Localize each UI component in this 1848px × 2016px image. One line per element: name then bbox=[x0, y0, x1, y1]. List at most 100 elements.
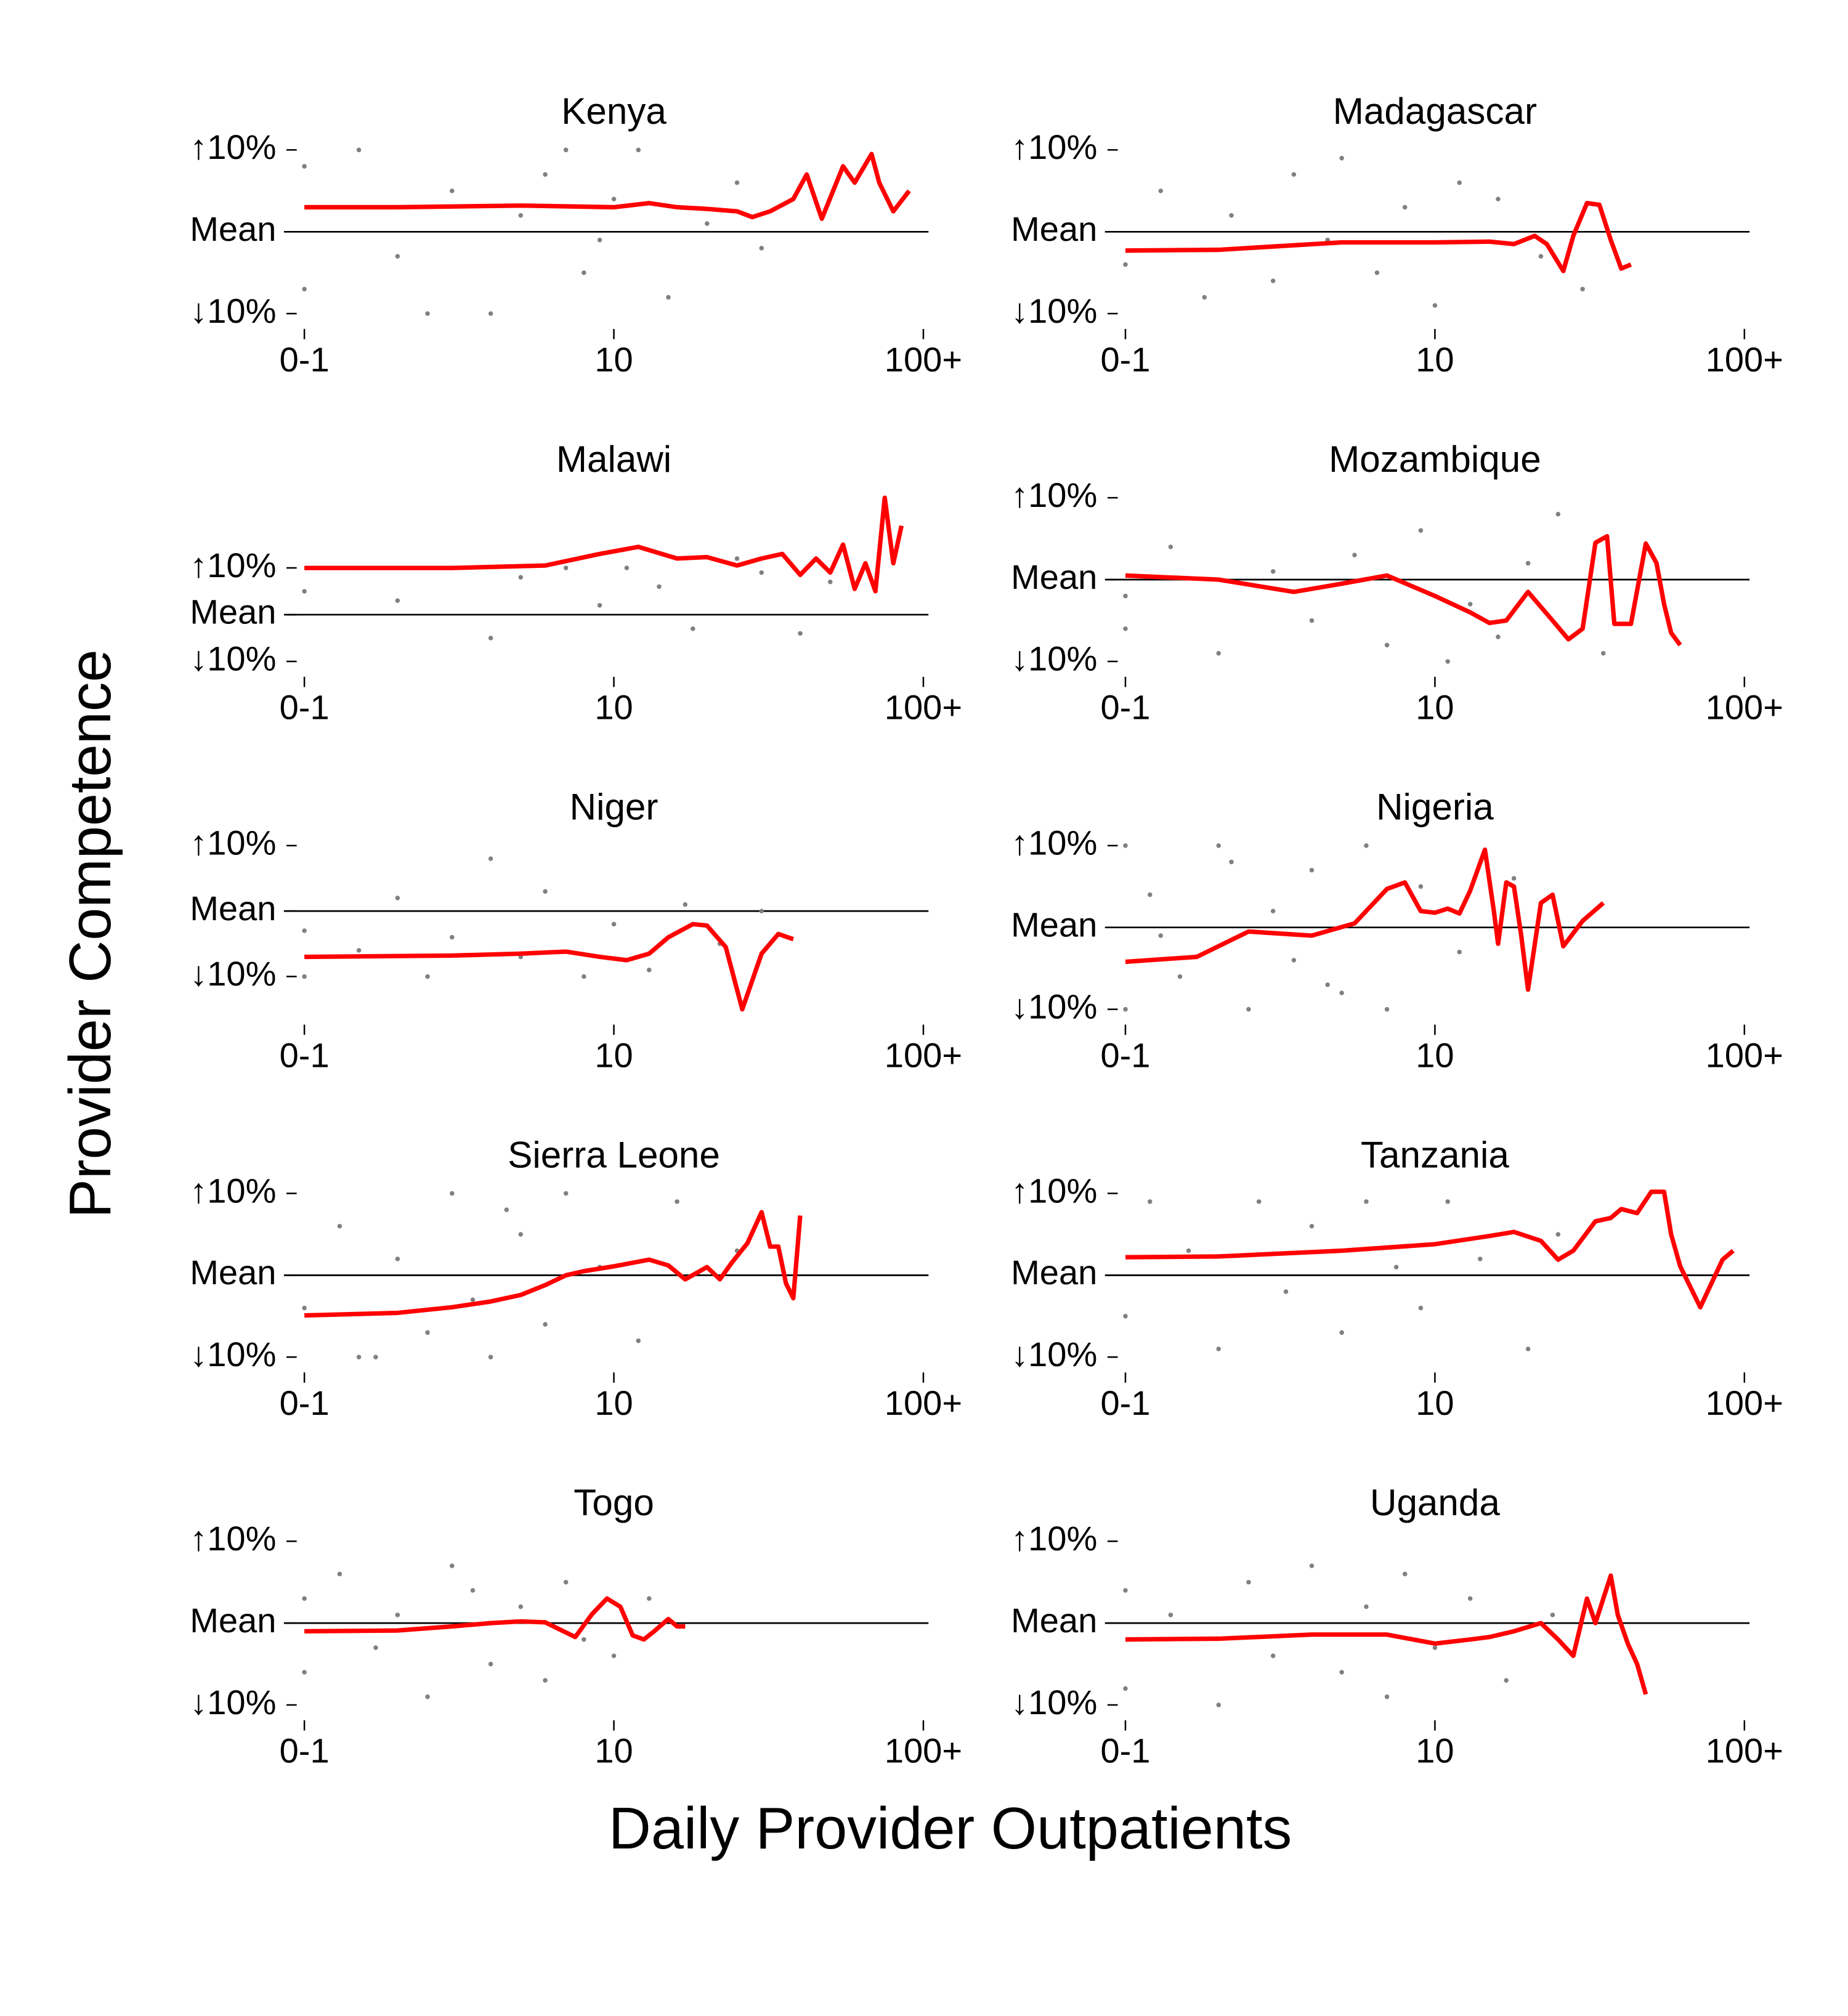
x-tick-label: 10 bbox=[594, 1035, 633, 1074]
data-point bbox=[1364, 1604, 1369, 1609]
data-point bbox=[1229, 859, 1234, 865]
y-tick-label: ↑10% bbox=[1011, 824, 1097, 862]
x-tick-label: 10 bbox=[594, 340, 633, 379]
data-point bbox=[582, 1637, 586, 1642]
trend-line bbox=[1125, 1189, 1735, 1310]
data-point bbox=[450, 188, 455, 193]
data-point bbox=[543, 889, 548, 894]
data-point bbox=[1339, 155, 1344, 161]
data-point bbox=[395, 1613, 400, 1617]
data-point bbox=[1283, 1289, 1289, 1294]
data-point bbox=[1123, 1686, 1128, 1691]
data-point bbox=[734, 556, 740, 561]
data-point bbox=[1445, 1199, 1450, 1204]
data-point bbox=[1418, 884, 1424, 889]
y-tick-label: ↑10% bbox=[1011, 1519, 1097, 1558]
data-point bbox=[1445, 659, 1450, 664]
x-tick-label: 0-1 bbox=[280, 340, 330, 379]
data-point bbox=[518, 213, 524, 218]
y-tick-label: ↓10% bbox=[190, 1683, 276, 1722]
data-point bbox=[1309, 867, 1315, 873]
data-point bbox=[1402, 204, 1408, 210]
data-point bbox=[1216, 843, 1221, 848]
data-point bbox=[1339, 990, 1344, 995]
y-tick-label: ↓10% bbox=[1011, 987, 1097, 1026]
panel-title: Kenya bbox=[561, 91, 667, 132]
data-point bbox=[611, 196, 617, 201]
panel-title: Madagascar bbox=[1333, 91, 1537, 132]
data-point bbox=[1309, 1223, 1315, 1229]
data-point bbox=[597, 237, 602, 243]
data-point bbox=[657, 584, 662, 589]
data-point bbox=[1550, 1613, 1555, 1617]
panel-title: Malawi bbox=[556, 439, 671, 480]
y-tick-label: ↓10% bbox=[1011, 639, 1097, 678]
data-point bbox=[1384, 642, 1390, 648]
x-tick-label: 0-1 bbox=[280, 1383, 330, 1422]
data-point bbox=[1123, 843, 1128, 848]
y-axis-title: Provider Competence bbox=[58, 649, 123, 1218]
data-point bbox=[450, 1563, 455, 1568]
x-tick-label: 10 bbox=[594, 1383, 633, 1422]
data-point bbox=[337, 1223, 342, 1229]
data-point bbox=[1270, 569, 1276, 574]
data-point bbox=[1504, 1678, 1509, 1683]
panel-title: Uganda bbox=[1370, 1482, 1500, 1523]
data-point bbox=[302, 286, 307, 292]
data-point bbox=[1246, 1006, 1251, 1012]
data-point bbox=[373, 1645, 378, 1650]
data-point bbox=[582, 270, 586, 275]
y-tick-label: ↑10% bbox=[190, 546, 276, 585]
y-tick-label: ↑10% bbox=[1011, 1171, 1097, 1210]
data-point bbox=[1384, 1694, 1390, 1699]
y-tick-label: ↑10% bbox=[190, 824, 276, 862]
data-point bbox=[450, 1191, 455, 1196]
data-point bbox=[1158, 933, 1163, 938]
y-tick-label: Mean bbox=[1011, 1601, 1097, 1640]
data-point bbox=[1478, 1257, 1483, 1261]
data-point bbox=[647, 1596, 652, 1601]
data-point bbox=[1291, 172, 1297, 177]
data-point bbox=[666, 294, 671, 300]
data-point bbox=[1309, 1563, 1315, 1568]
data-point bbox=[1291, 958, 1297, 963]
data-point bbox=[1393, 1265, 1399, 1269]
data-point bbox=[302, 928, 307, 933]
data-point bbox=[1158, 188, 1163, 193]
x-tick-label: 10 bbox=[1416, 1035, 1454, 1074]
panel-title: Niger bbox=[570, 787, 659, 828]
data-point bbox=[425, 311, 430, 316]
y-tick-label: Mean bbox=[190, 209, 276, 248]
data-point bbox=[302, 589, 307, 594]
panel-title: Tanzania bbox=[1361, 1134, 1509, 1175]
data-point bbox=[683, 902, 688, 907]
y-tick-label: Mean bbox=[190, 889, 276, 928]
data-point bbox=[1216, 650, 1221, 656]
data-point bbox=[450, 934, 455, 940]
data-point bbox=[488, 311, 493, 316]
data-point bbox=[1339, 1670, 1344, 1675]
x-tick-label: 100+ bbox=[1706, 340, 1783, 379]
trend-line bbox=[304, 921, 795, 1012]
data-point bbox=[356, 147, 362, 153]
data-point bbox=[1186, 1248, 1191, 1253]
y-tick-label: ↓10% bbox=[1011, 291, 1097, 330]
data-point bbox=[1270, 1653, 1276, 1659]
x-tick-label: 0-1 bbox=[1100, 1383, 1150, 1422]
data-point bbox=[488, 1354, 493, 1360]
x-tick-label: 0-1 bbox=[1100, 340, 1150, 379]
x-tick-label: 10 bbox=[594, 1731, 633, 1770]
x-tick-label: 100+ bbox=[885, 1731, 962, 1770]
trend-line bbox=[1125, 847, 1605, 992]
x-tick-label: 0-1 bbox=[280, 1035, 330, 1074]
data-point bbox=[1270, 909, 1276, 913]
data-point bbox=[1168, 1613, 1173, 1617]
trend-line bbox=[304, 1596, 686, 1642]
data-point bbox=[470, 1588, 476, 1593]
data-point bbox=[302, 1670, 307, 1675]
data-point bbox=[1580, 286, 1585, 292]
data-point bbox=[624, 565, 630, 570]
x-tick-label: 10 bbox=[1416, 1383, 1454, 1422]
trend-line bbox=[1125, 1573, 1648, 1695]
data-point bbox=[1123, 626, 1128, 631]
